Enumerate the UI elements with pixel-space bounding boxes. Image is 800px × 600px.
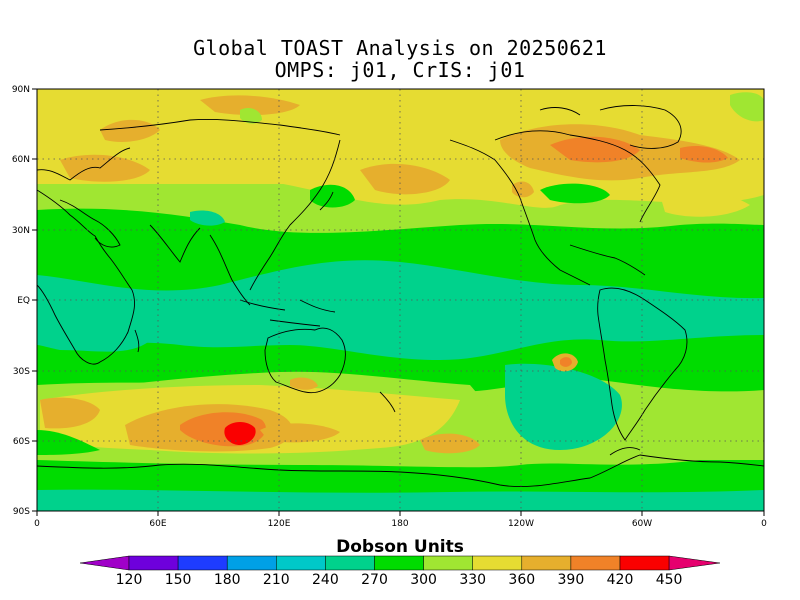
lat-label-60n: 60N bbox=[12, 155, 30, 165]
colorbar-tick-label: 450 bbox=[655, 572, 683, 588]
lon-label-120e: 120E bbox=[268, 519, 291, 529]
lat-lon-grid bbox=[37, 89, 764, 511]
lat-label-30n: 30N bbox=[12, 226, 30, 236]
colorbar-swatch bbox=[374, 555, 424, 571]
colorbar-swatch bbox=[570, 555, 621, 571]
lat-labels: 90N 60N 30N EQ 30S 60S 90S bbox=[12, 85, 30, 517]
lon-label-0-west: 0 bbox=[34, 519, 40, 529]
lat-label-30s: 30S bbox=[13, 367, 30, 377]
colorbar-swatch bbox=[226, 555, 277, 571]
map-title-line-2: OMPS: j01, CrIS: j01 bbox=[274, 58, 526, 82]
colorbar-tick-label: 180 bbox=[213, 572, 241, 588]
lon-label-60w: 60W bbox=[632, 519, 652, 529]
lon-labels: 0 60E 120E 180 120W 60W 0 bbox=[34, 519, 767, 529]
colorbar-tick-label: 330 bbox=[459, 572, 487, 588]
colorbar-swatch bbox=[128, 555, 179, 571]
lon-label-60e: 60E bbox=[149, 519, 166, 529]
colorbar-tick-label: 360 bbox=[508, 572, 536, 588]
colorbar-tick-label: 210 bbox=[262, 572, 290, 588]
lat-label-90s: 90S bbox=[13, 507, 30, 517]
colorbar-arrow-low bbox=[79, 555, 130, 571]
axis-ticks bbox=[32, 88, 765, 516]
colorbar-tick-label: 300 bbox=[410, 572, 437, 588]
coastlines bbox=[37, 105, 764, 488]
colorbar-swatch bbox=[423, 555, 473, 571]
lon-label-120w: 120W bbox=[508, 519, 534, 529]
lat-label-60s: 60S bbox=[13, 437, 30, 447]
colorbar-tick-label: 420 bbox=[606, 572, 634, 588]
colorbar-swatch bbox=[325, 555, 375, 571]
colorbar-tick-label: 390 bbox=[557, 572, 585, 588]
colorbar bbox=[79, 555, 721, 571]
lon-label-180: 180 bbox=[391, 519, 408, 529]
colorbar-swatch bbox=[177, 555, 228, 571]
colorbar-swatch bbox=[619, 555, 670, 571]
colorbar-tick-label: 150 bbox=[164, 572, 192, 588]
map-title-line-1: Global TOAST Analysis on 20250621 bbox=[193, 36, 607, 60]
lon-label-0-east: 0 bbox=[761, 519, 767, 529]
colorbar-title: Dobson Units bbox=[336, 537, 464, 557]
colorbar-swatch bbox=[472, 555, 523, 571]
colorbar-tick-label: 240 bbox=[312, 572, 339, 588]
colorbar-tick-label: 270 bbox=[361, 572, 388, 588]
colorbar-tick-label: 120 bbox=[115, 572, 143, 588]
colorbar-arrow-high bbox=[668, 555, 721, 571]
lat-label-90n: 90N bbox=[12, 85, 30, 95]
lat-label-eq: EQ bbox=[17, 296, 30, 306]
colorbar-swatch bbox=[521, 555, 572, 571]
colorbar-swatch bbox=[276, 555, 326, 571]
